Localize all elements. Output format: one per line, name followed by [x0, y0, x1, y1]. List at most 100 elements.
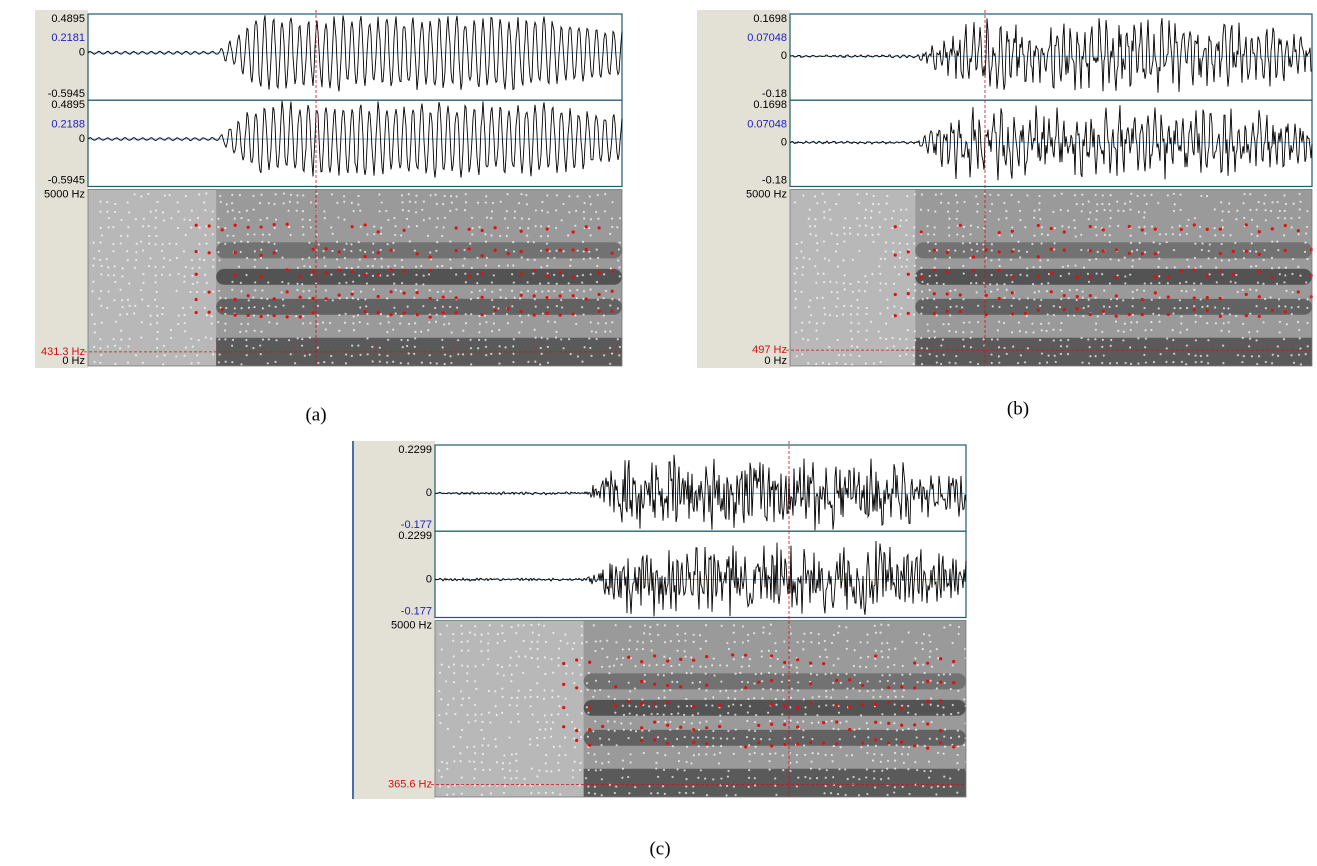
speckle	[769, 753, 771, 755]
speckle	[581, 361, 583, 363]
speckle	[1118, 259, 1120, 261]
speckle	[733, 785, 735, 787]
speckle	[378, 210, 380, 212]
formant-dot	[926, 747, 929, 750]
speckle	[913, 226, 915, 228]
speckle	[777, 689, 779, 691]
amplitude-max: 0.4895	[51, 13, 85, 25]
speckle	[1298, 354, 1300, 356]
formant-dot	[611, 270, 614, 273]
speckle	[353, 210, 355, 212]
speckle	[1257, 282, 1259, 284]
speckle	[705, 720, 707, 722]
speckle	[345, 313, 347, 315]
speckle	[725, 794, 727, 796]
speckle	[518, 202, 520, 204]
speckle	[386, 355, 388, 357]
speckle	[676, 738, 678, 740]
speckle	[671, 672, 673, 674]
speckle	[584, 346, 586, 348]
speckle	[930, 704, 932, 706]
speckle	[409, 200, 411, 202]
formant-dot	[247, 226, 250, 229]
speckle	[1144, 226, 1146, 228]
speckle	[1195, 339, 1197, 341]
formant-dot	[796, 742, 799, 745]
speckle	[628, 648, 630, 650]
low-band	[584, 769, 966, 797]
speckle	[824, 640, 826, 642]
speckle	[1054, 355, 1056, 357]
speckle	[1243, 217, 1245, 219]
speckle	[154, 299, 156, 301]
speckle	[127, 299, 129, 301]
speckle	[546, 338, 548, 340]
speckle	[1122, 339, 1124, 341]
speckle	[469, 632, 471, 634]
speckle	[1243, 257, 1245, 259]
speckle	[1150, 321, 1152, 323]
speckle	[991, 362, 993, 364]
speckle	[712, 737, 714, 739]
speckle	[955, 194, 957, 196]
speckle	[531, 657, 533, 659]
formant-dot	[887, 701, 890, 704]
speckle	[1124, 282, 1126, 284]
speckle	[865, 776, 867, 778]
speckle	[1194, 355, 1196, 357]
formant-dot	[234, 224, 237, 227]
speckle	[956, 210, 958, 212]
speckle	[859, 225, 861, 227]
formant-dot	[705, 726, 708, 729]
speckle	[657, 776, 659, 778]
speckle	[154, 266, 156, 268]
speckle	[367, 323, 369, 325]
speckle	[408, 352, 410, 354]
speckle	[359, 306, 361, 308]
speckle	[1124, 256, 1126, 258]
speckle	[309, 219, 311, 221]
speckle	[1159, 297, 1161, 299]
speckle	[1271, 257, 1273, 259]
speckle	[1132, 314, 1134, 316]
speckle	[156, 338, 158, 340]
formant-dot	[403, 312, 406, 315]
speckle	[629, 626, 631, 628]
speckle	[942, 323, 944, 325]
formant-dot	[926, 680, 929, 683]
speckle	[162, 243, 164, 245]
speckle	[705, 704, 707, 706]
speckle	[401, 259, 403, 261]
formant-dot	[559, 294, 562, 297]
speckle	[596, 249, 598, 251]
speckle	[810, 641, 812, 643]
speckle	[522, 672, 524, 674]
speckle	[175, 243, 177, 245]
speckle	[93, 361, 95, 363]
speckle	[481, 634, 483, 636]
speckle	[858, 728, 860, 730]
speckle	[579, 769, 581, 771]
speckle	[1292, 258, 1294, 260]
speckle	[812, 696, 814, 698]
speckle	[1067, 265, 1069, 267]
speckle	[1076, 203, 1078, 205]
speckle	[583, 290, 585, 292]
speckle	[535, 290, 537, 292]
speckle	[628, 705, 630, 707]
speckle	[755, 714, 757, 716]
speckle	[749, 705, 751, 707]
speckle	[604, 193, 606, 195]
speckle	[461, 793, 463, 795]
speckle	[338, 282, 340, 284]
speckle	[1180, 209, 1182, 211]
speckle	[192, 283, 194, 285]
speckle	[515, 632, 517, 634]
formant-dot	[614, 704, 617, 707]
speckle	[1234, 242, 1236, 244]
speckle	[1096, 272, 1098, 274]
speckle	[907, 712, 909, 714]
speckle	[998, 259, 1000, 261]
speckle	[372, 360, 374, 362]
formant-dot	[520, 250, 523, 253]
